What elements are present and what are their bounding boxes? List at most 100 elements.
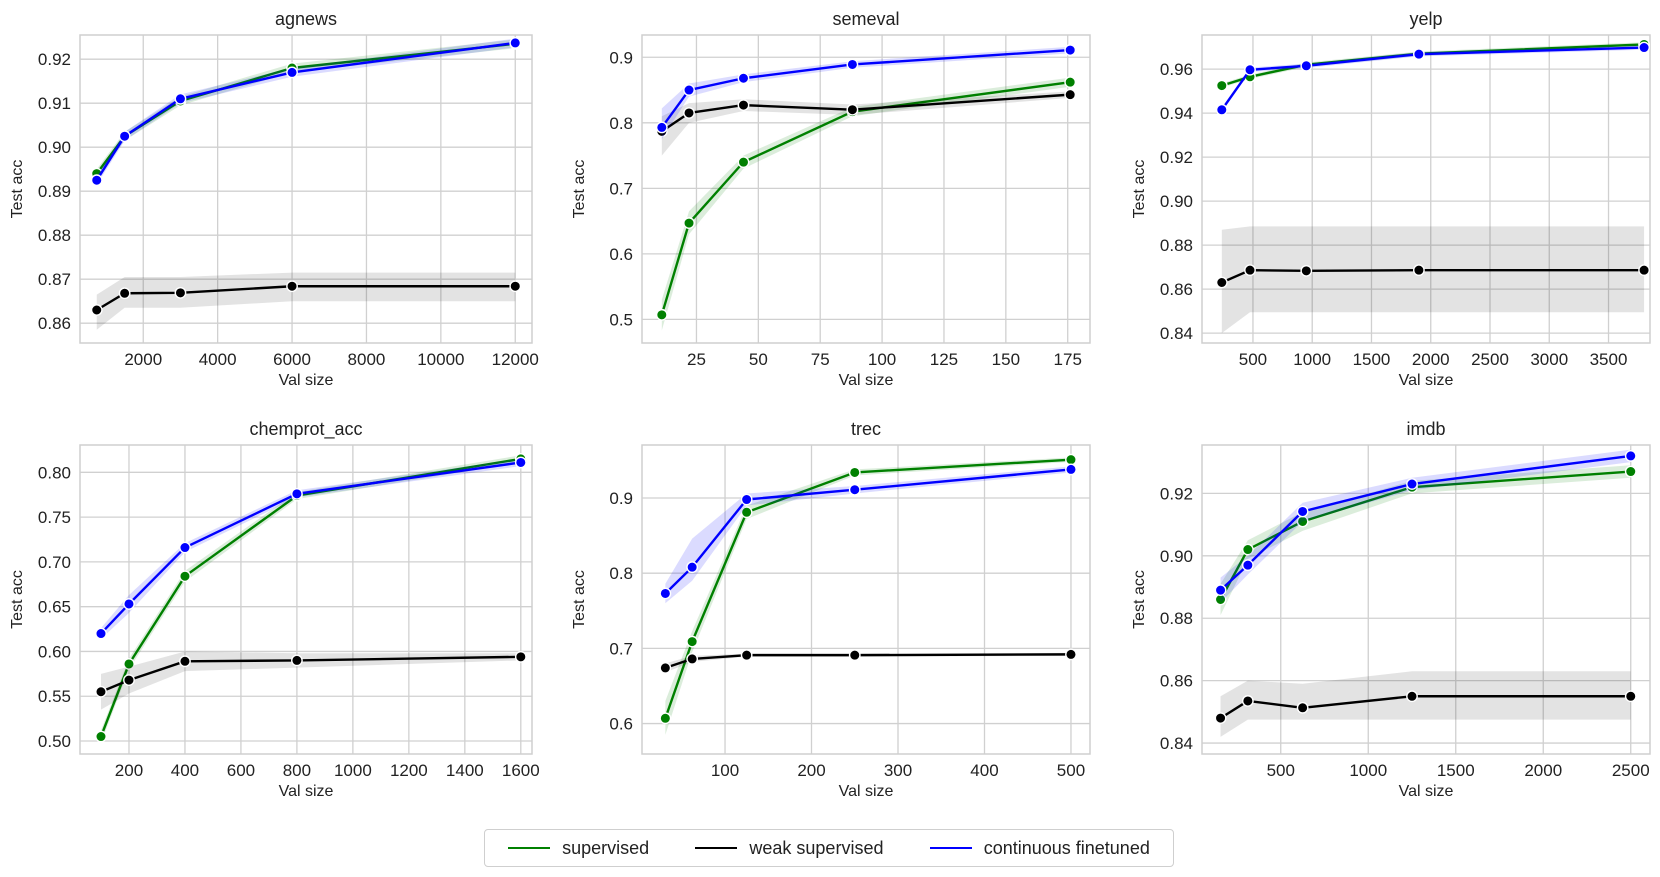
data-point-weak-supervised bbox=[179, 655, 191, 668]
legend-item-weak-supervised: weak supervised bbox=[695, 838, 883, 859]
y-tick-label: 0.7 bbox=[609, 639, 633, 658]
data-point-supervised bbox=[659, 712, 672, 725]
data-point-weak-supervised bbox=[683, 107, 695, 119]
data-point-weak-supervised bbox=[1064, 88, 1077, 101]
y-tick-label: 0.86 bbox=[1160, 672, 1193, 691]
data-point-weak-supervised bbox=[174, 286, 187, 299]
data-point-weak-supervised bbox=[1241, 695, 1254, 707]
x-tick-label: 2000 bbox=[1524, 761, 1562, 780]
plot-frame bbox=[641, 34, 1091, 344]
x-tick-label: 100 bbox=[711, 761, 739, 780]
y-axis-label: Test acc bbox=[1131, 160, 1148, 219]
data-point-continuous-finetuned bbox=[179, 541, 191, 554]
panel-chemprot-acc: 200 400 600 800 1000 1200 1400 1600 0.50 0.55 0.60… bbox=[9, 419, 540, 800]
data-point-supervised bbox=[1215, 79, 1228, 92]
y-tick-label: 0.6 bbox=[609, 245, 633, 264]
confidence-band-weak-supervised bbox=[100, 651, 521, 710]
data-point-continuous-finetuned bbox=[1241, 559, 1254, 572]
chart-title: agnews bbox=[275, 9, 337, 29]
x-tick-label: 300 bbox=[884, 761, 912, 780]
plot-frame bbox=[1201, 444, 1651, 755]
x-tick-label: 1000 bbox=[334, 761, 372, 780]
y-tick-label: 0.9 bbox=[609, 48, 633, 67]
x-tick-label: 10000 bbox=[417, 350, 464, 369]
data-point-supervised bbox=[1624, 465, 1637, 478]
x-tick-label: 500 bbox=[1057, 761, 1085, 780]
chart-title: chemprot_acc bbox=[249, 419, 362, 440]
data-point-continuous-finetuned bbox=[1638, 41, 1650, 54]
x-tick-label: 1600 bbox=[502, 761, 540, 780]
panel-imdb: 500 1000 1500 2000 2500 0.84 0.86 0.88 0.90 0.92 i… bbox=[1131, 419, 1651, 800]
x-axis-label: Val size bbox=[1399, 783, 1454, 800]
y-tick-label: 0.88 bbox=[1160, 236, 1193, 255]
y-tick-label: 0.89 bbox=[38, 182, 71, 201]
confidence-band-supervised bbox=[665, 457, 1071, 735]
x-tick-label: 500 bbox=[1239, 350, 1267, 369]
x-tick-label: 100 bbox=[868, 350, 896, 369]
x-tick-label: 500 bbox=[1267, 761, 1295, 780]
x-tick-label: 4000 bbox=[199, 350, 237, 369]
y-tick-label: 0.96 bbox=[1160, 60, 1193, 79]
data-point-weak-supervised bbox=[1214, 712, 1227, 725]
confidence-band-weak-supervised bbox=[661, 91, 1071, 156]
y-tick-label: 0.92 bbox=[1160, 148, 1193, 167]
legend: supervised weak supervised continuous fi… bbox=[484, 829, 1174, 867]
legend-swatch-weak-supervised bbox=[695, 847, 738, 849]
y-tick-label: 0.8 bbox=[609, 564, 633, 583]
data-point-continuous-finetuned bbox=[118, 130, 131, 143]
data-point-continuous-finetuned bbox=[509, 37, 522, 49]
y-tick-label: 0.65 bbox=[38, 598, 71, 617]
x-tick-label: 400 bbox=[171, 761, 199, 780]
data-point-weak-supervised bbox=[1412, 264, 1425, 277]
plot-frame bbox=[1201, 34, 1651, 344]
x-tick-label: 150 bbox=[992, 350, 1020, 369]
data-point-continuous-finetuned bbox=[514, 456, 527, 469]
x-axis-label: Val size bbox=[839, 372, 894, 389]
x-tick-label: 125 bbox=[930, 350, 958, 369]
data-point-supervised bbox=[740, 506, 753, 519]
data-point-continuous-finetuned bbox=[291, 487, 303, 500]
legend-item-supervised: supervised bbox=[508, 838, 649, 859]
legend-label-supervised: supervised bbox=[562, 837, 650, 858]
x-tick-label: 1000 bbox=[1293, 350, 1331, 369]
y-tick-label: 0.92 bbox=[38, 50, 71, 69]
data-point-continuous-finetuned bbox=[95, 627, 107, 640]
x-tick-label: 2500 bbox=[1471, 350, 1509, 369]
data-point-weak-supervised bbox=[1065, 648, 1077, 661]
data-point-continuous-finetuned bbox=[123, 598, 135, 610]
y-tick-label: 0.75 bbox=[38, 508, 71, 527]
data-point-continuous-finetuned bbox=[1406, 478, 1418, 490]
y-tick-label: 0.80 bbox=[38, 463, 71, 482]
x-tick-label: 400 bbox=[970, 761, 998, 780]
data-point-weak-supervised bbox=[686, 652, 699, 665]
x-axis-label: Val size bbox=[279, 372, 334, 389]
y-tick-label: 0.88 bbox=[1160, 609, 1193, 628]
y-tick-label: 0.8 bbox=[609, 114, 633, 133]
x-tick-label: 12000 bbox=[492, 350, 539, 369]
data-point-weak-supervised bbox=[95, 685, 107, 698]
y-tick-label: 0.70 bbox=[38, 553, 71, 572]
y-tick-label: 0.92 bbox=[1160, 484, 1193, 503]
data-point-weak-supervised bbox=[1624, 690, 1637, 703]
data-point-weak-supervised bbox=[737, 99, 750, 112]
legend-label-continuous-finetuned: continuous finetuned bbox=[983, 837, 1150, 858]
plot-frame bbox=[79, 34, 533, 344]
data-point-continuous-finetuned bbox=[286, 66, 298, 79]
data-point-weak-supervised bbox=[90, 304, 103, 316]
series-line-continuous-finetuned bbox=[1220, 46, 1645, 111]
chart-title: imdb bbox=[1406, 419, 1445, 439]
plot-frame bbox=[79, 444, 533, 755]
data-point-supervised bbox=[737, 156, 750, 169]
data-point-weak-supervised bbox=[846, 103, 859, 116]
confidence-band-weak-supervised bbox=[1220, 671, 1631, 737]
data-point-weak-supervised bbox=[848, 649, 861, 662]
x-axis-label: Val size bbox=[279, 783, 334, 800]
y-tick-label: 0.86 bbox=[38, 314, 71, 333]
data-point-continuous-finetuned bbox=[1244, 63, 1256, 76]
x-tick-label: 200 bbox=[797, 761, 825, 780]
y-tick-label: 0.90 bbox=[1160, 547, 1193, 566]
data-point-supervised bbox=[848, 466, 861, 479]
data-point-continuous-finetuned bbox=[1296, 505, 1309, 518]
y-tick-label: 0.50 bbox=[38, 732, 71, 751]
